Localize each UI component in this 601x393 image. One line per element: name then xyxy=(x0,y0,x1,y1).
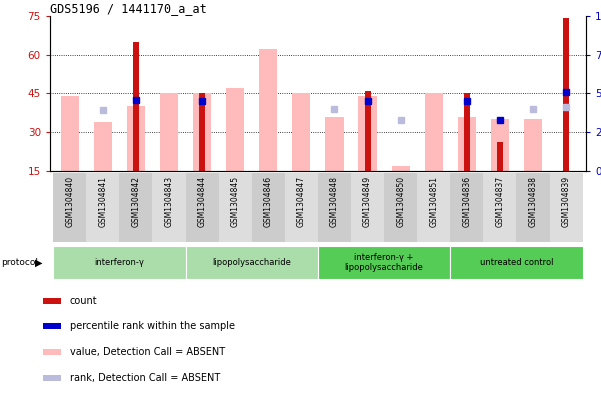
Bar xyxy=(87,173,120,242)
Bar xyxy=(43,375,61,381)
Bar xyxy=(417,173,450,242)
Bar xyxy=(365,91,371,171)
Bar xyxy=(43,298,61,304)
Text: interferon-γ +
lipopolysaccharide: interferon-γ + lipopolysaccharide xyxy=(345,253,424,272)
Bar xyxy=(53,173,87,242)
Bar xyxy=(392,166,410,171)
Bar xyxy=(199,93,205,171)
Text: GSM1304851: GSM1304851 xyxy=(429,176,438,228)
Text: GSM1304841: GSM1304841 xyxy=(99,176,108,228)
Text: GSM1304850: GSM1304850 xyxy=(396,176,405,228)
Bar xyxy=(153,173,186,242)
Text: interferon-γ: interferon-γ xyxy=(94,258,144,267)
Text: GDS5196 / 1441170_a_at: GDS5196 / 1441170_a_at xyxy=(50,2,207,15)
Bar xyxy=(318,173,351,242)
Bar xyxy=(384,173,417,242)
Text: GSM1304848: GSM1304848 xyxy=(330,176,339,228)
Text: GSM1304838: GSM1304838 xyxy=(528,176,537,228)
Text: GSM1304849: GSM1304849 xyxy=(363,176,372,228)
Bar xyxy=(120,173,153,242)
Bar xyxy=(351,173,384,242)
Bar xyxy=(450,246,582,279)
Bar xyxy=(219,173,252,242)
Bar xyxy=(425,93,443,171)
Text: percentile rank within the sample: percentile rank within the sample xyxy=(70,321,234,331)
Text: GSM1304840: GSM1304840 xyxy=(66,176,75,228)
Bar xyxy=(61,96,79,171)
Bar xyxy=(318,246,450,279)
Bar xyxy=(464,93,470,171)
Bar xyxy=(186,246,318,279)
Bar xyxy=(259,50,278,171)
Bar xyxy=(549,173,582,242)
Bar xyxy=(43,323,61,329)
Text: GSM1304846: GSM1304846 xyxy=(264,176,273,228)
Text: ▶: ▶ xyxy=(35,257,42,267)
Bar xyxy=(252,173,285,242)
Text: rank, Detection Call = ABSENT: rank, Detection Call = ABSENT xyxy=(70,373,220,383)
Text: GSM1304836: GSM1304836 xyxy=(462,176,471,228)
Text: GSM1304839: GSM1304839 xyxy=(561,176,570,228)
Bar xyxy=(516,173,549,242)
Bar xyxy=(325,117,344,171)
Bar xyxy=(193,93,211,171)
Text: GSM1304845: GSM1304845 xyxy=(231,176,240,228)
Bar xyxy=(94,122,112,171)
Bar xyxy=(186,173,219,242)
Text: GSM1304842: GSM1304842 xyxy=(132,176,141,228)
Text: lipopolysaccharide: lipopolysaccharide xyxy=(212,258,291,267)
Bar xyxy=(53,246,186,279)
Text: GSM1304847: GSM1304847 xyxy=(297,176,306,228)
Text: GSM1304843: GSM1304843 xyxy=(165,176,174,228)
Text: GSM1304837: GSM1304837 xyxy=(495,176,504,228)
Bar xyxy=(292,93,311,171)
Bar xyxy=(497,143,503,171)
Text: value, Detection Call = ABSENT: value, Detection Call = ABSENT xyxy=(70,347,225,357)
Bar xyxy=(127,106,145,171)
Bar xyxy=(563,18,569,171)
Bar xyxy=(491,119,509,171)
Bar xyxy=(133,42,139,171)
Bar xyxy=(43,349,61,355)
Bar xyxy=(285,173,318,242)
Bar xyxy=(450,173,483,242)
Bar xyxy=(483,173,516,242)
Text: GSM1304844: GSM1304844 xyxy=(198,176,207,228)
Text: untreated control: untreated control xyxy=(480,258,554,267)
Bar xyxy=(358,96,377,171)
Bar xyxy=(226,88,244,171)
Bar xyxy=(160,93,178,171)
Bar xyxy=(524,119,542,171)
Text: count: count xyxy=(70,296,97,306)
Text: protocol: protocol xyxy=(1,258,38,267)
Bar xyxy=(458,117,476,171)
